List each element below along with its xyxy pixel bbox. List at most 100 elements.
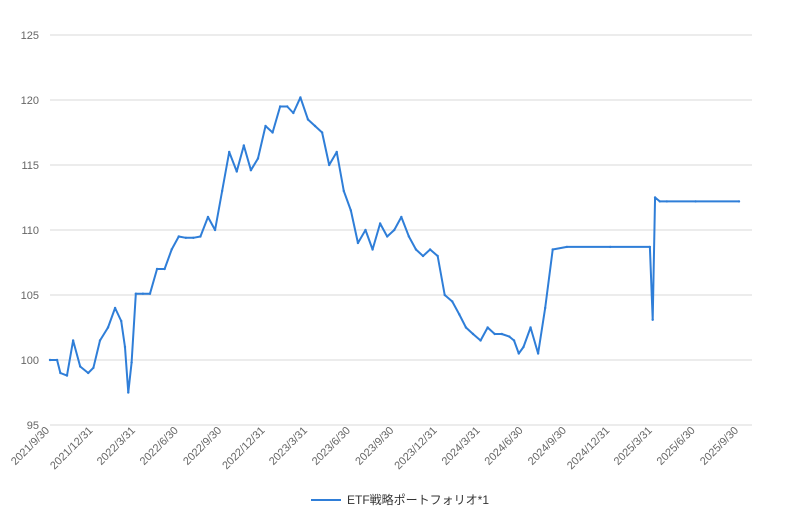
series-point (59, 371, 62, 375)
series-point (192, 236, 195, 239)
x-tick-label: 2022/6/30 (138, 425, 181, 468)
y-tick-label: 120 (21, 95, 39, 107)
series-point (400, 215, 403, 219)
series-point (271, 131, 274, 134)
series-point (65, 374, 69, 377)
series-point (306, 118, 310, 121)
legend: ETF戦略ポートフォリオ*1 (311, 492, 489, 507)
series-point (551, 248, 554, 251)
x-tick-label: 2022/3/31 (95, 425, 138, 468)
series-point (543, 306, 547, 310)
y-tick-label: 110 (21, 225, 39, 237)
series-point (458, 313, 461, 316)
x-tick-label: 2024/12/31 (565, 425, 612, 472)
series-point (471, 332, 475, 336)
x-tick-label: 2023/6/30 (310, 425, 353, 468)
series-point (493, 332, 496, 336)
series-point (163, 267, 166, 271)
series-point (120, 319, 123, 323)
series-point (428, 248, 432, 251)
series-point (228, 150, 231, 154)
series-point (522, 345, 525, 349)
x-tick-label: 2024/9/30 (526, 425, 569, 468)
series-point (393, 228, 396, 232)
series-point (609, 245, 612, 249)
series-point (694, 200, 697, 203)
series-point (356, 241, 360, 245)
x-tick-label: 2025/6/30 (655, 425, 698, 468)
series-point (385, 235, 389, 238)
x-tick-label: 2025/9/30 (698, 425, 741, 468)
x-tick-label: 2023/9/30 (353, 425, 396, 468)
series-point (508, 335, 511, 338)
series-point (451, 300, 454, 303)
x-tick-label: 2024/6/30 (483, 425, 526, 468)
x-tick-label: 2022/9/30 (181, 425, 224, 468)
series-point (113, 306, 117, 310)
series-point (414, 248, 418, 251)
x-tick-label: 2023/3/31 (267, 425, 310, 468)
x-tick-label: 2024/3/31 (440, 425, 483, 468)
series-point (512, 339, 516, 342)
series-point (479, 339, 482, 342)
x-tick-label: 2021/12/31 (48, 425, 95, 472)
y-tick-label: 125 (21, 30, 39, 42)
series-point (199, 235, 202, 238)
series-point (436, 254, 439, 258)
series-point (349, 209, 353, 212)
series-point (249, 169, 253, 172)
series-point (78, 365, 82, 368)
y-tick-label: 95 (27, 420, 39, 432)
series-point (130, 361, 133, 364)
series-point (98, 339, 102, 342)
x-tick-label: 2022/12/31 (220, 425, 267, 472)
series-point (141, 292, 145, 295)
series-point (292, 111, 295, 115)
series-point (486, 326, 489, 329)
series-point (648, 245, 652, 249)
series-point (342, 189, 346, 193)
series-point (106, 326, 110, 329)
series-point (55, 358, 59, 362)
series-point (421, 254, 425, 258)
series-point (364, 228, 367, 232)
series-point (256, 157, 260, 160)
series-point (327, 163, 331, 167)
series-point (335, 150, 338, 154)
series-point (500, 332, 503, 336)
series-point (737, 200, 741, 203)
x-tick-label: 2023/12/31 (392, 425, 439, 472)
series-point (184, 236, 188, 239)
series-point (48, 358, 52, 362)
series-line (49, 96, 740, 394)
grid-layer (50, 34, 752, 426)
series-point (313, 124, 317, 128)
series-point (665, 200, 669, 203)
series-point (371, 248, 374, 251)
series-point (299, 96, 302, 99)
y-tick-label: 115 (21, 160, 39, 172)
series-point (86, 371, 90, 375)
series-point (264, 124, 267, 128)
x-tick-label: 2025/3/31 (612, 425, 655, 468)
y-tick-label: 105 (21, 290, 39, 302)
series-point (565, 245, 569, 249)
series-point (123, 345, 127, 349)
series-point (155, 267, 159, 271)
series-point (464, 326, 468, 329)
series-point (658, 200, 661, 203)
series-point (170, 248, 173, 251)
series-point (651, 318, 654, 321)
series-point (235, 170, 238, 173)
series-point (407, 235, 411, 238)
series-point (653, 196, 657, 199)
series-point (242, 144, 246, 147)
series-point (127, 391, 130, 394)
series-point (71, 339, 75, 342)
series-point (148, 292, 152, 295)
series-point (213, 228, 217, 232)
series-point (134, 292, 138, 295)
series-point (378, 222, 382, 225)
